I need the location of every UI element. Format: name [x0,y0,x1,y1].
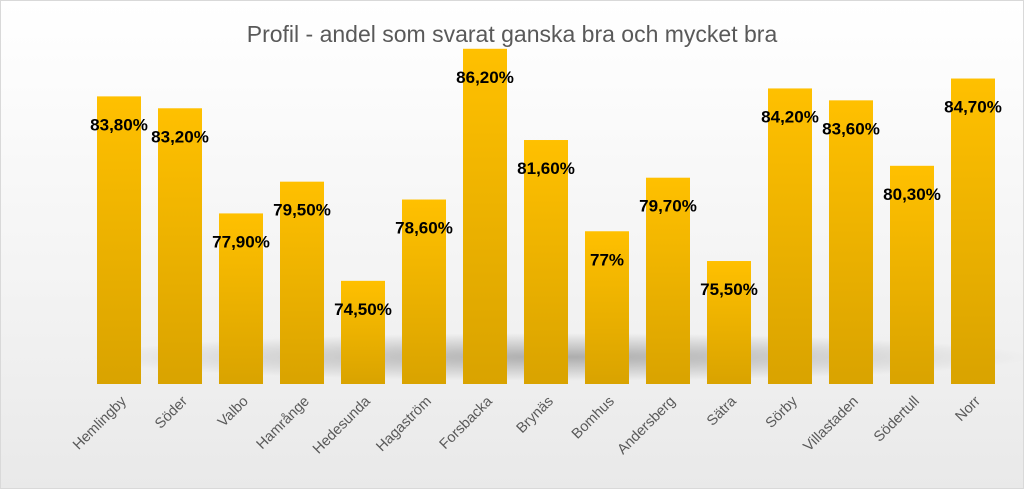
value-label: 84,20% [761,107,819,126]
category-label: Forsbacka [437,393,497,453]
bar-hagaström [402,199,446,384]
category-label: Södertull [871,394,923,446]
value-label: 75,50% [700,280,758,299]
value-label: 77,90% [212,232,270,251]
bar-södertull [890,165,934,384]
bar-andersberg [646,177,690,384]
bar-sörby [768,88,812,384]
value-label: 74,50% [334,300,392,319]
category-label: Hamrånge [254,394,313,453]
category-label: Bomhus [569,394,618,443]
value-label: 83,20% [151,127,209,146]
value-label: 80,30% [883,185,941,204]
category-label: Hemlingby [70,393,130,453]
bar-hamrånge [280,181,324,384]
bar-sätra [707,261,751,384]
category-label: Hedesunda [310,393,374,457]
bar-brynäs [524,140,568,384]
bar-bomhus [585,231,629,384]
bar-valbo [219,213,263,384]
value-label: 79,50% [273,201,331,220]
value-label: 79,70% [639,197,697,216]
category-label: Söder [152,393,191,432]
bar-hemlingby [97,96,141,385]
bar-forsbacka [463,48,507,384]
category-label: Brynäs [514,394,557,437]
category-label: Valbo [215,394,252,431]
value-label: 84,70% [944,98,1002,117]
value-label: 83,60% [822,119,880,138]
category-label: Hagaström [373,394,434,455]
value-label: 77% [590,250,624,269]
category-label: Villastaden [801,394,862,455]
bar-villastaden [829,100,873,384]
category-label: Sörby [763,393,802,432]
category-label: Sätra [704,393,740,429]
value-label: 86,20% [456,68,514,87]
category-label: Andersberg [615,394,679,458]
value-label: 81,60% [517,159,575,178]
bar-norr [951,78,995,384]
bar-söder [158,108,202,384]
category-label: Norr [953,393,984,424]
value-label: 78,60% [395,219,453,238]
chart-title: Profil - andel som svarat ganska bra och… [246,21,778,47]
value-label: 83,80% [90,115,148,134]
bar-hedesunda [341,280,385,384]
